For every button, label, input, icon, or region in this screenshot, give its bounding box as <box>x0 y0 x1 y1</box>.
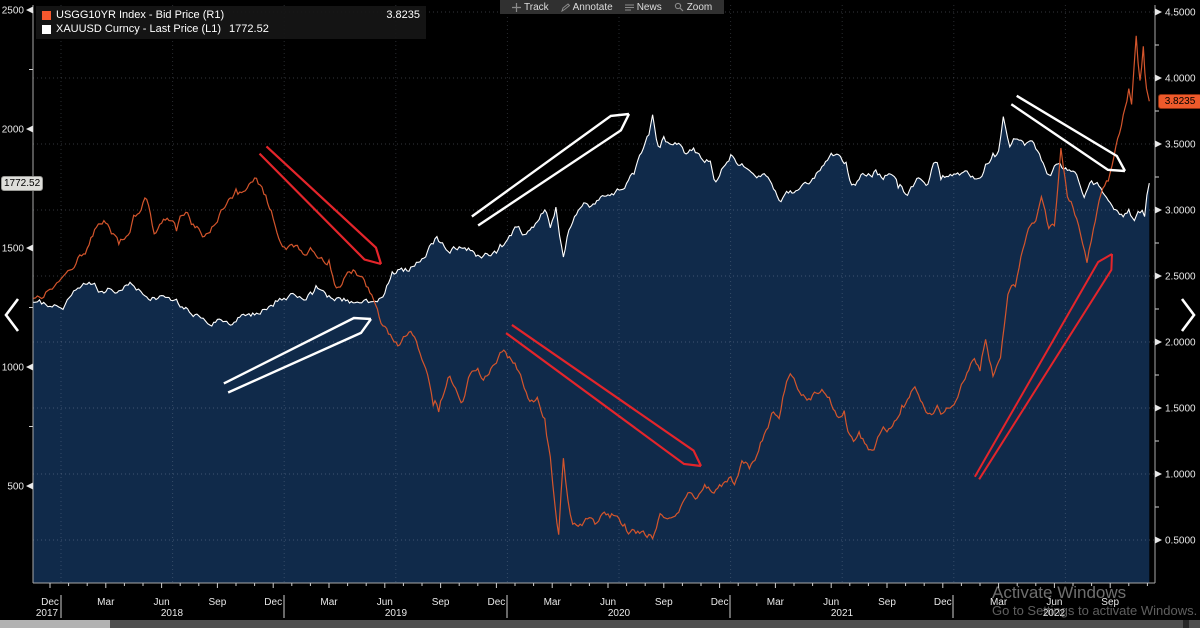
axis-tick-label: 2500 <box>2 6 25 17</box>
news-button[interactable]: News <box>621 2 666 13</box>
window-bottom-edge-notch <box>1183 620 1189 628</box>
yield-surge-2022-arrow <box>973 253 1113 480</box>
gold-breakout-2019-arrow <box>223 316 372 394</box>
axis-tick-label: Dec <box>711 597 729 608</box>
axis-tick-label: 1500 <box>2 244 25 255</box>
axis-tick-label: Jun <box>600 597 616 608</box>
axis-tick-label: Dec <box>488 597 506 608</box>
track-crosshair-icon <box>512 2 521 12</box>
axis-tick-label: 2017 <box>36 608 59 619</box>
gold-series-label: XAUUSD Curncy - Last Price (L1) <box>56 23 222 35</box>
gold-last-price-badge: 1772.52 <box>1 176 43 191</box>
news-lines-icon <box>624 3 634 11</box>
axis-tick-label: 1.5000 <box>1165 404 1196 415</box>
track-button[interactable]: Track <box>508 2 553 13</box>
axis-tick-label: Mar <box>767 597 785 608</box>
chart-toolbar: Track Annotate News Zoom <box>500 0 725 14</box>
axis-tick-label: Mar <box>544 597 562 608</box>
axis-tick-label: Jun <box>377 597 393 608</box>
axis-tick-label: Mar <box>320 597 338 608</box>
annotation-arrows <box>223 94 1127 480</box>
axis-tick-label: 3.5000 <box>1165 140 1196 151</box>
axis-tick-label: 2018 <box>161 608 184 619</box>
gold-drop-2022-arrow <box>1010 94 1127 173</box>
axis-tick-label: Mar <box>97 597 115 608</box>
window-bottom-edge <box>0 620 1200 628</box>
axis-tick-label: Dec <box>934 597 952 608</box>
axis-tick-label: 4.0000 <box>1165 74 1196 85</box>
gold-series-value: 1772.52 <box>229 23 269 35</box>
gridlines <box>33 5 1155 583</box>
pan-chevrons <box>4 298 1196 332</box>
gold-area-fill <box>33 114 1150 583</box>
axis-tick-label: Jun <box>823 597 839 608</box>
annotate-pencil-icon <box>560 2 570 12</box>
legend-row-xauusd: XAUUSD Curncy - Last Price (L1) 1772.52 <box>42 22 420 36</box>
pan-left-chevron-icon[interactable] <box>4 298 20 332</box>
axis-tick-label: 2.5000 <box>1165 272 1196 283</box>
axis-tick-label: Mar <box>990 597 1008 608</box>
yield-series-label: USGG10YR Index - Bid Price (R1) <box>56 9 225 21</box>
axis-tick-label: 3.0000 <box>1165 206 1196 217</box>
gold-series-swatch-icon <box>42 24 51 34</box>
axis-tick-label: Jun <box>154 597 170 608</box>
treasury-yield-line <box>33 35 1150 541</box>
axis-tick-label: 2020 <box>608 608 631 619</box>
axis-tick-label: Sep <box>209 597 227 608</box>
yield-last-price-badge: 3.8235 <box>1158 94 1200 109</box>
axis-tick-label: 2000 <box>2 125 25 136</box>
axis-tick-label: 2.0000 <box>1165 338 1196 349</box>
axis-tick-label: 2021 <box>831 608 854 619</box>
axis-tick-label: Sep <box>1101 597 1119 608</box>
series-lines <box>33 35 1150 541</box>
axis-tick-label: 0.5000 <box>1165 536 1196 547</box>
axis-tick-label: 1.0000 <box>1165 470 1196 481</box>
gold-price-line <box>33 114 1150 327</box>
yield-series-swatch-icon <box>42 10 51 20</box>
yield-bottom-2020-arrow <box>505 324 702 468</box>
axis-tick-label: Sep <box>655 597 673 608</box>
zoom-magnifier-icon <box>674 2 684 12</box>
axis-tick-label: Jun <box>1046 597 1062 608</box>
axes: 2500 2000 1500 1000 500 4.5000 4.0000 3.5000 3.0… <box>2 5 1196 619</box>
axis-tick-label: Dec <box>41 597 59 608</box>
legend-row-usgg10yr: USGG10YR Index - Bid Price (R1) 3.8235 <box>42 8 420 22</box>
axis-tick-label: Dec <box>264 597 282 608</box>
yield-series-value: 3.8235 <box>386 9 420 21</box>
axis-tick-label: 500 <box>7 482 24 493</box>
axis-tick-label: 1000 <box>2 363 25 374</box>
gold-rally-2020-arrow <box>471 112 631 227</box>
axis-tick-label: Sep <box>878 597 896 608</box>
annotate-button[interactable]: Annotate <box>557 2 617 13</box>
window-bottom-edge-highlight <box>0 620 110 628</box>
gold-area <box>33 114 1150 583</box>
axis-tick-label: 2022 <box>1043 608 1066 619</box>
axis-tick-label: Sep <box>432 597 450 608</box>
axis-tick-label: 2019 <box>385 608 408 619</box>
yield-decline-2019-arrow <box>258 145 383 266</box>
chart-legend: USGG10YR Index - Bid Price (R1) 3.8235 X… <box>36 6 426 39</box>
pan-right-chevron-icon[interactable] <box>1180 298 1196 332</box>
axis-tick-label: 4.5000 <box>1165 8 1196 19</box>
zoom-button[interactable]: Zoom <box>670 2 717 13</box>
